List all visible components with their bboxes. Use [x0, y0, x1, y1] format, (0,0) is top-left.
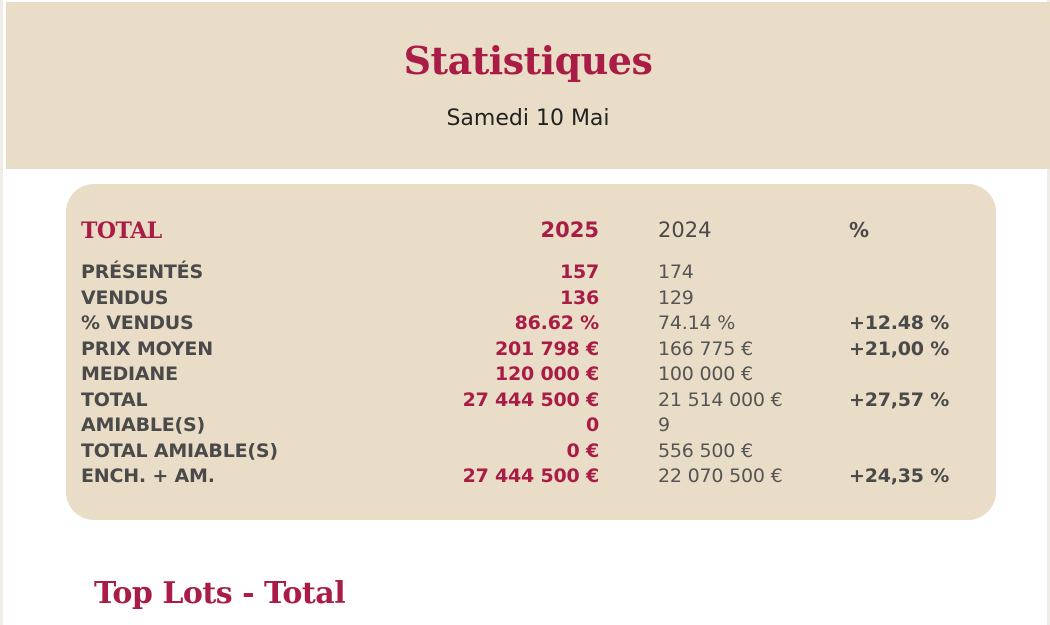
stats-row-mediane: MEDIANE 120 000 € 100 000 € [3, 363, 1050, 389]
top-lots-title: Top Lots - Total [94, 576, 346, 611]
row-value-2025: 136 [559, 286, 599, 309]
row-value-2024: 556 500 € [658, 439, 753, 462]
row-value-2024: 129 [658, 286, 694, 309]
stats-row-pct-vendus: % VENDUS 86.62 % 74.14 % +12.48 % [3, 312, 1050, 338]
stats-row-prix-moyen: PRIX MOYEN 201 798 € 166 775 € +21,00 % [3, 338, 1050, 364]
row-value-2025: 27 444 500 € [462, 465, 600, 487]
column-header-2024: 2024 [658, 218, 712, 242]
row-value-2024: 21 514 000 € [658, 388, 783, 411]
stats-rows: PRÉSENTÉS 157 174 VENDUS 136 129 % VENDU… [3, 261, 1050, 491]
stats-row-presentes: PRÉSENTÉS 157 174 [3, 261, 1050, 287]
row-label: ENCH. + AM. [81, 465, 215, 487]
row-label: PRIX MOYEN [81, 337, 213, 360]
row-value-2024: 22 070 500 € [658, 465, 783, 487]
stats-row-amiables: AMIABLE(S) 0 9 [3, 414, 1050, 440]
row-change: +12.48 % [849, 312, 950, 334]
row-value-2025: 157 [559, 261, 599, 283]
row-label: TOTAL AMIABLE(S) [81, 439, 278, 462]
row-label: PRÉSENTÉS [81, 261, 203, 283]
row-label: VENDUS [81, 286, 169, 309]
row-value-2024: 74.14 % [658, 312, 736, 334]
column-header-change: % [849, 218, 870, 242]
stats-row-ench-am: ENCH. + AM. 27 444 500 € 22 070 500 € +2… [3, 465, 1050, 491]
row-value-2024: 166 775 € [658, 337, 753, 360]
page-title: Statistiques [403, 38, 653, 83]
row-change: +24,35 % [849, 465, 950, 487]
row-value-2025: 0 [585, 414, 599, 436]
stats-header-row: TOTAL 2025 2024 % [3, 218, 1050, 248]
row-label: MEDIANE [81, 363, 178, 385]
stats-row-total-amiables: TOTAL AMIABLE(S) 0 € 556 500 € [3, 440, 1050, 466]
stats-row-vendus: VENDUS 136 129 [3, 287, 1050, 313]
column-header-2025: 2025 [540, 218, 599, 242]
row-value-2024: 9 [658, 414, 670, 436]
row-value-2025: 27 444 500 € [462, 388, 600, 411]
row-label: % VENDUS [81, 312, 194, 334]
stats-card [66, 184, 996, 520]
header-banner: Statistiques Samedi 10 Mai [6, 2, 1050, 169]
row-value-2024: 174 [658, 261, 694, 283]
row-value-2025: 86.62 % [514, 312, 600, 334]
row-change: +27,57 % [849, 388, 950, 411]
column-header-label: TOTAL [81, 218, 162, 244]
row-change: +21,00 % [849, 337, 950, 360]
row-label: AMIABLE(S) [81, 414, 206, 436]
row-value-2025: 120 000 € [495, 363, 599, 385]
row-label: TOTAL [81, 388, 148, 411]
row-value-2025: 0 € [566, 439, 600, 462]
sale-date: Samedi 10 Mai [446, 106, 610, 131]
row-value-2024: 100 000 € [658, 363, 753, 385]
row-value-2025: 201 798 € [495, 337, 599, 360]
stats-row-total: TOTAL 27 444 500 € 21 514 000 € +27,57 % [3, 389, 1050, 415]
